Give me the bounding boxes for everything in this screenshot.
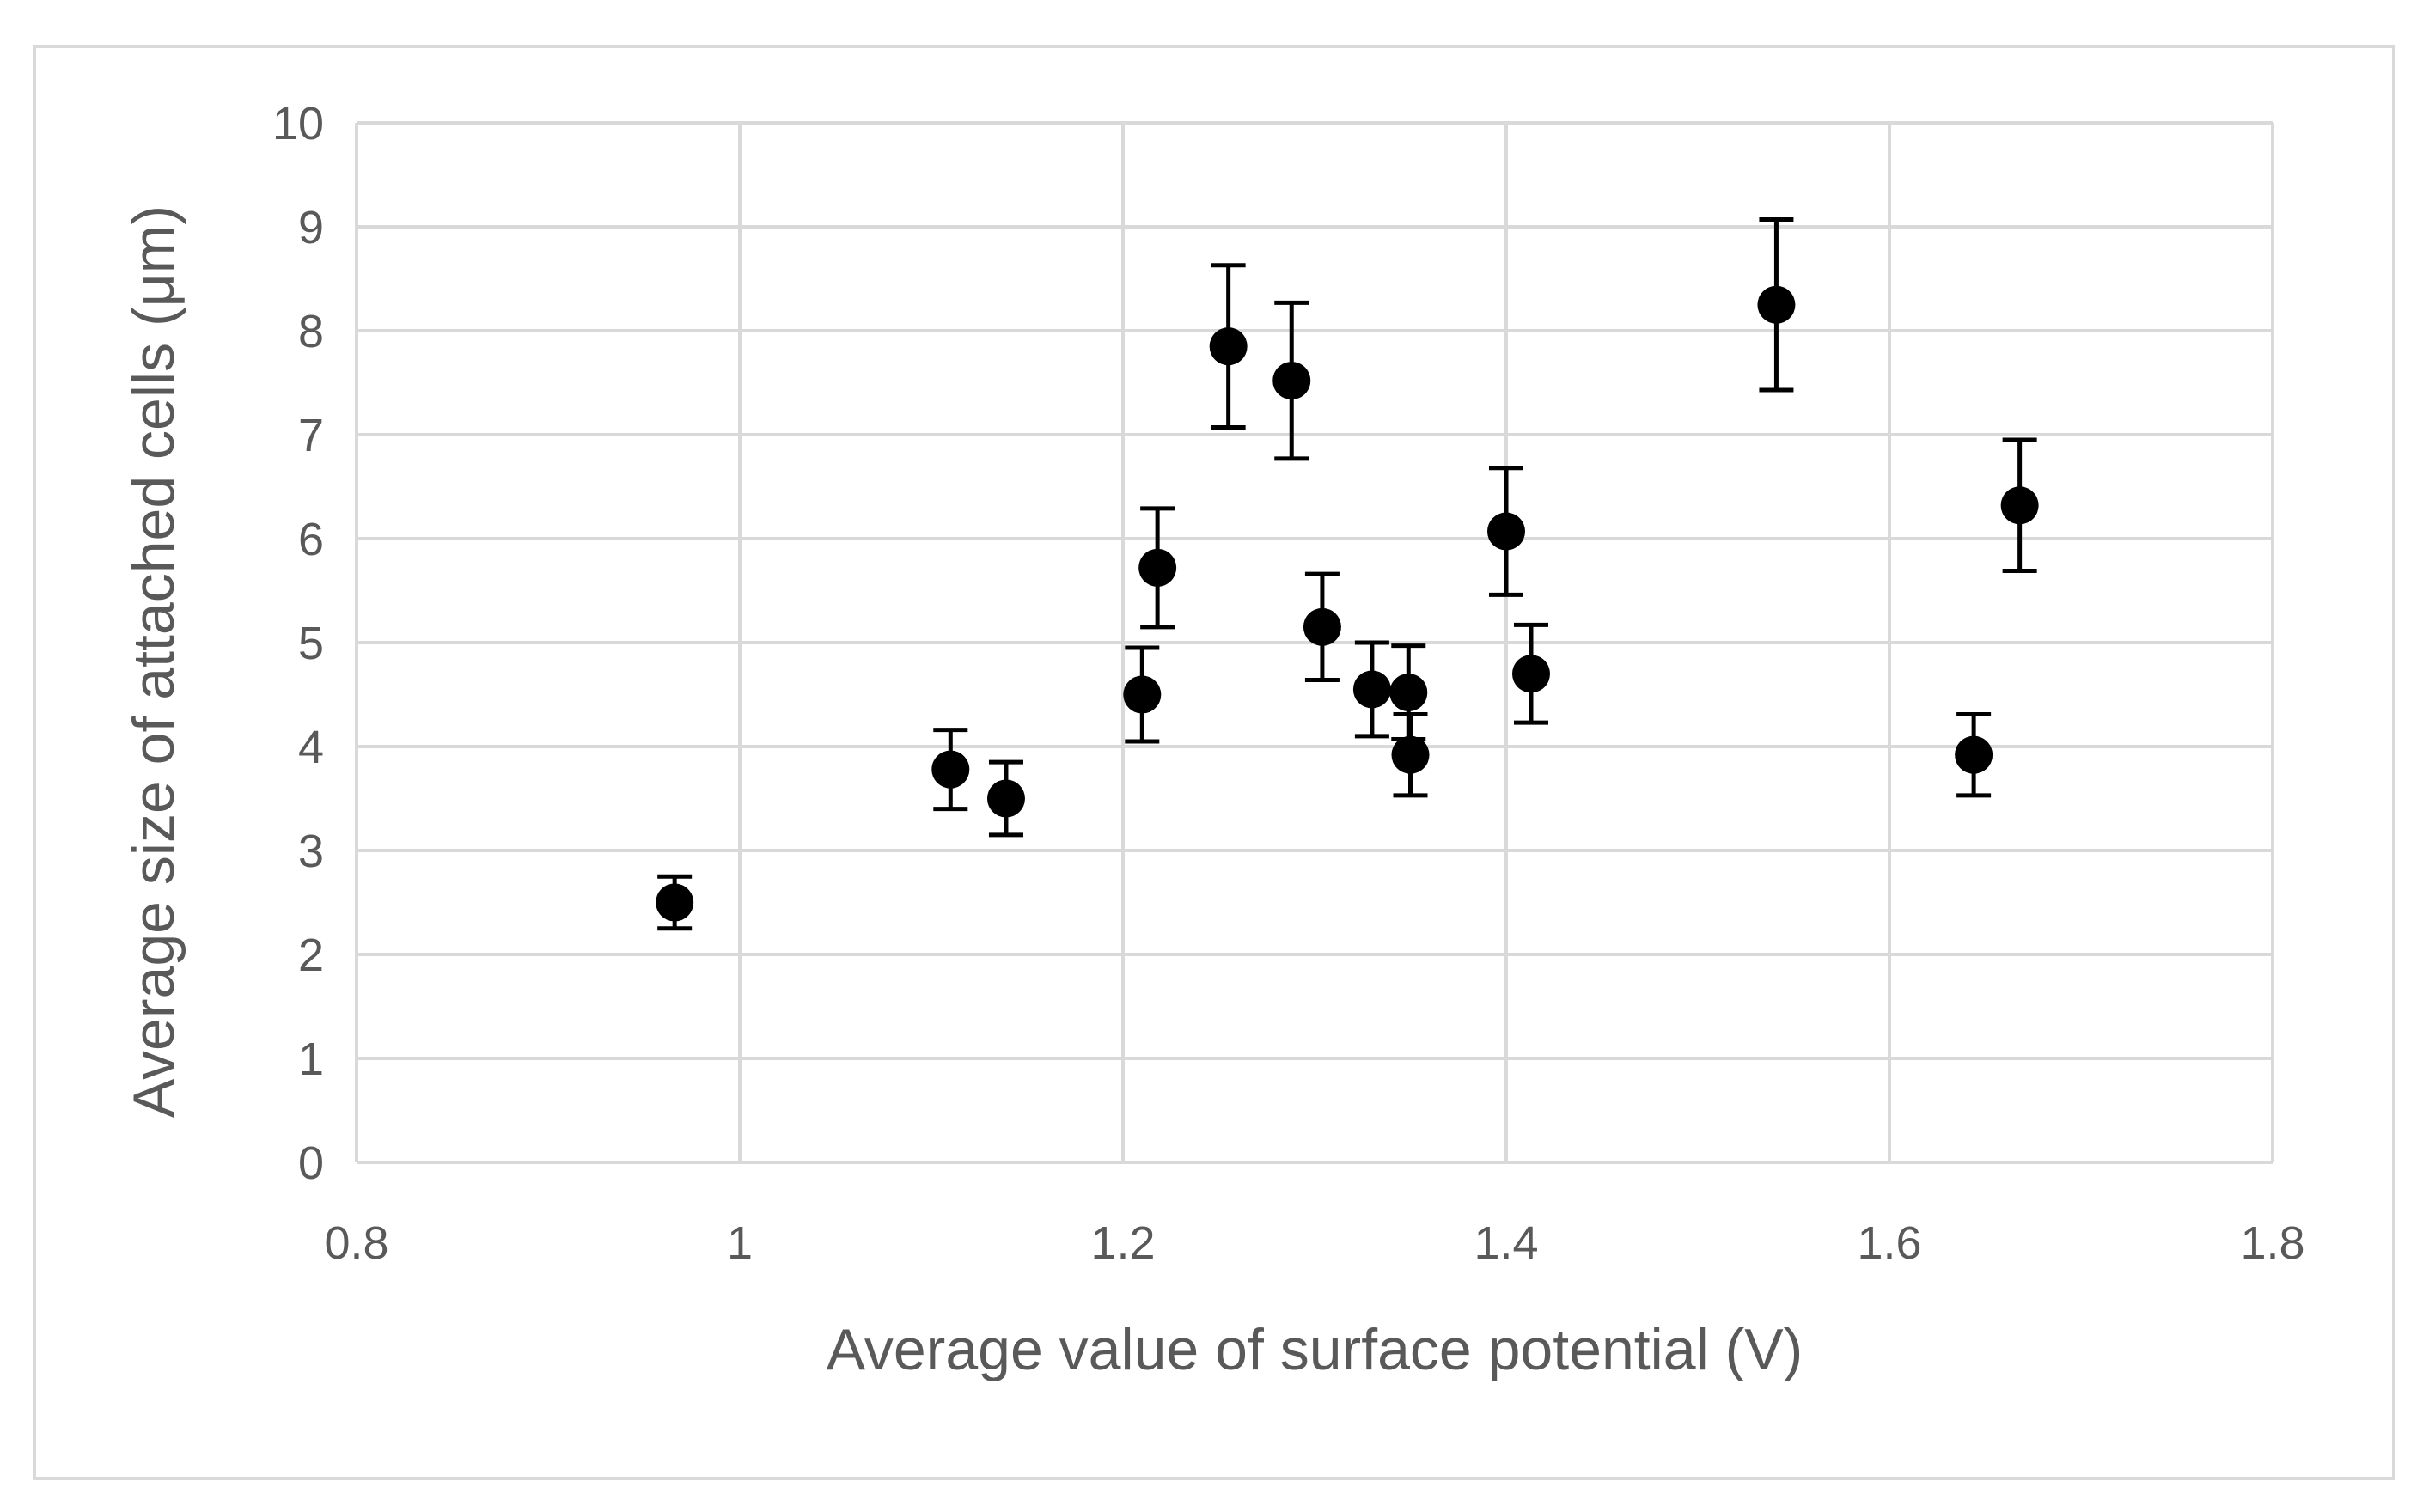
- y-tick-label: 7: [298, 410, 324, 461]
- x-tick-label: 1: [727, 1217, 753, 1269]
- data-point: [656, 883, 694, 922]
- data-point: [1123, 675, 1162, 714]
- axes: [355, 123, 2273, 1164]
- error-bars: [657, 217, 2037, 931]
- data-point: [1389, 674, 1428, 712]
- data-point: [1511, 655, 1550, 693]
- data-points: [656, 285, 2039, 922]
- data-point: [1209, 327, 1248, 366]
- y-axis-title: Average size of attached cells (μm): [121, 205, 186, 1118]
- x-tick-label: 1.8: [2240, 1217, 2304, 1269]
- y-tick-label: 1: [298, 1033, 324, 1085]
- data-point: [1303, 607, 1341, 646]
- y-tick-label: 6: [298, 514, 324, 565]
- data-point: [931, 750, 970, 789]
- y-tick-label: 0: [298, 1137, 324, 1189]
- x-tick-label: 1.6: [1857, 1217, 1921, 1269]
- data-point: [1487, 512, 1525, 551]
- data-point: [1272, 362, 1311, 400]
- data-point: [1955, 735, 1993, 774]
- y-tick-label: 4: [298, 722, 324, 773]
- data-point: [1352, 670, 1391, 709]
- x-tick-label: 0.8: [324, 1217, 388, 1269]
- x-axis-title: Average value of surface potential (V): [827, 1317, 1803, 1382]
- y-tick-label: 2: [298, 930, 324, 981]
- y-tick-label: 10: [272, 98, 324, 149]
- y-tick-label: 3: [298, 826, 324, 877]
- grid-lines: [357, 121, 2274, 1162]
- data-point: [1138, 548, 1177, 587]
- y-tick-labels: 0 1 2 3 4 5 6 7 8 9 10: [272, 98, 324, 1189]
- x-tick-label: 1.2: [1090, 1217, 1155, 1269]
- y-tick-label: 8: [298, 306, 324, 357]
- x-tick-label: 1.4: [1474, 1217, 1538, 1269]
- data-point: [1391, 735, 1430, 774]
- x-tick-labels: 0.8 1 1.2 1.4 1.6 1.8: [324, 1217, 2304, 1269]
- data-point: [1757, 285, 1796, 324]
- data-point: [986, 779, 1025, 818]
- y-tick-label: 9: [298, 202, 324, 253]
- y-tick-label: 5: [298, 618, 324, 669]
- chart-frame: [33, 45, 2395, 1480]
- data-point: [2000, 486, 2039, 525]
